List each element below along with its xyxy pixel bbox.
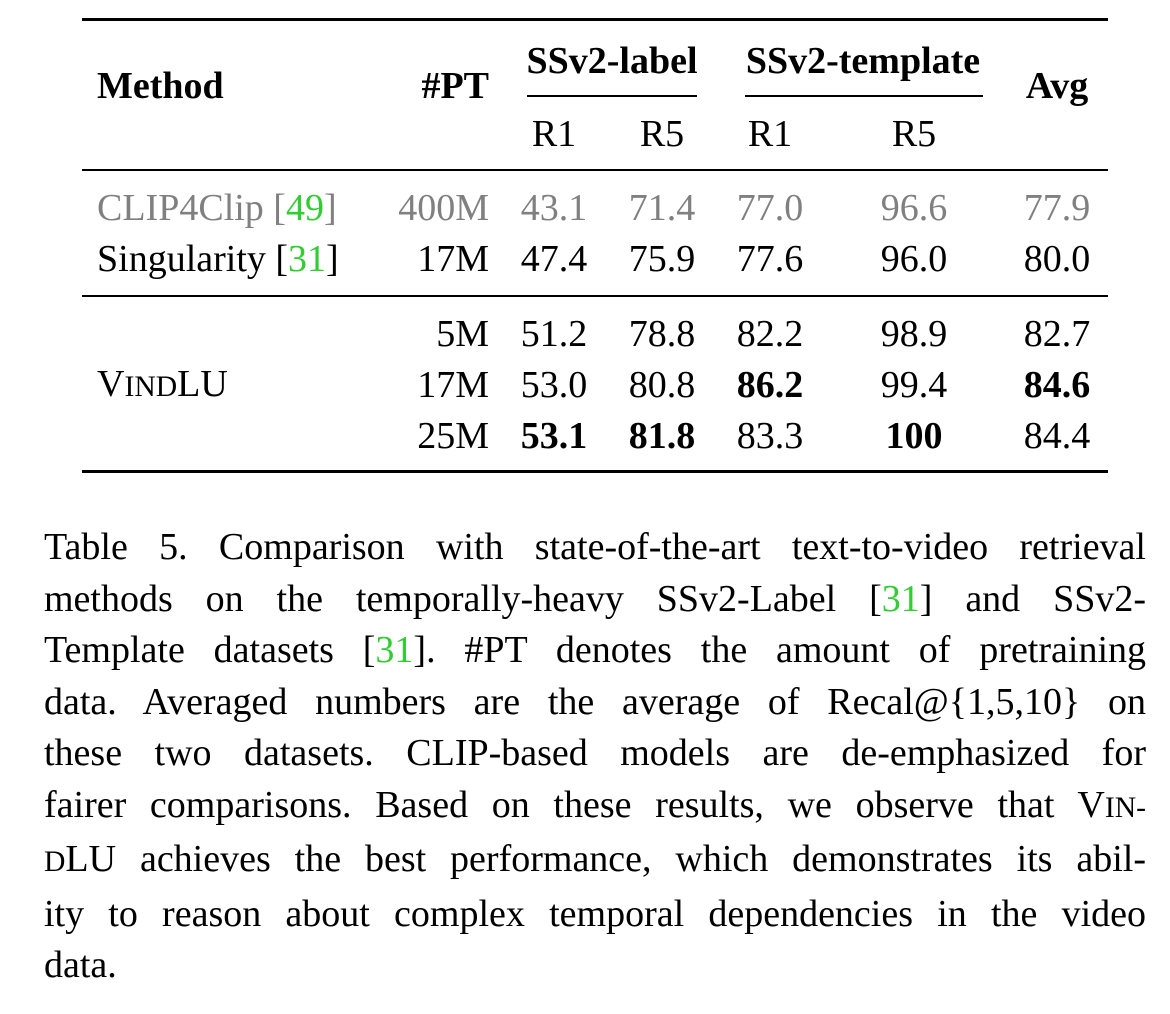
- avg-value: 84.4: [1023, 415, 1091, 457]
- avg-value: 80.0: [1023, 238, 1091, 280]
- method-label: Singularity [: [97, 238, 289, 280]
- citation-bracket: ]: [326, 238, 339, 280]
- template-r5-value: 99.4: [880, 364, 948, 406]
- ssv2-template-underline: [745, 95, 983, 97]
- label-r5-value: 71.4: [628, 187, 696, 229]
- caption-line: Template datasets [31]. #PT denotes the …: [44, 625, 1146, 677]
- table-caption: Table 5. Comparison with state-of-the-ar…: [44, 522, 1146, 992]
- header-avg: Avg: [1025, 65, 1089, 107]
- label-r5-value: 75.9: [628, 238, 696, 280]
- label-r1-value-best: 53.1: [520, 415, 588, 457]
- header-label-r1: R1: [531, 113, 577, 155]
- label-r5-value-best: 81.8: [628, 415, 696, 457]
- template-r5-value: 96.0: [880, 238, 948, 280]
- caption-text: methods on the temporally-heavy SSv2-Lab…: [44, 577, 882, 620]
- label-r5-value: 78.8: [628, 313, 696, 355]
- method-label-smallcaps: IND: [124, 371, 178, 403]
- label-r1-value: 53.0: [520, 364, 588, 406]
- template-r5-value: 96.6: [880, 187, 948, 229]
- pt-value: 17M: [417, 364, 489, 406]
- template-r5-value: 98.9: [880, 313, 948, 355]
- caption-text: ] and SSv2-: [919, 577, 1146, 620]
- header-ssv2-template: SSv2-template: [745, 40, 981, 82]
- citation-link[interactable]: 31: [288, 238, 327, 280]
- template-r5-value-best: 100: [885, 415, 943, 457]
- caption-smallcaps: IN-: [1104, 791, 1146, 824]
- pt-value: 5M: [436, 313, 489, 355]
- caption-line: these two datasets. CLIP-based models ar…: [44, 732, 1146, 774]
- template-r1-value: 77.6: [736, 238, 804, 280]
- header-method: Method: [97, 65, 224, 107]
- label-r1-value: 47.4: [520, 238, 588, 280]
- table-top-rule: [82, 18, 1108, 21]
- caption-text: Template datasets [: [44, 629, 376, 671]
- pt-value: 400M: [398, 187, 489, 229]
- method-name: Singularity [31]: [97, 240, 339, 278]
- caption-line: data.: [44, 944, 117, 986]
- caption-text: LU achieves the best performance, which …: [65, 838, 1146, 880]
- citation-link[interactable]: 49: [285, 187, 324, 229]
- citation-link[interactable]: 31: [375, 629, 414, 671]
- caption-smallcaps: D: [44, 846, 66, 878]
- caption-line: DLU achieves the best performance, which…: [44, 834, 1146, 889]
- caption-line: methods on the temporally-heavy SSv2-Lab…: [44, 574, 1146, 626]
- header-ssv2-label: SSv2-label: [526, 40, 698, 82]
- caption-line: ity to reason about complex temporal dep…: [44, 892, 1146, 935]
- avg-value-best: 84.6: [1023, 364, 1091, 406]
- pt-value: 17M: [417, 238, 489, 280]
- pt-value: 25M: [417, 415, 489, 457]
- header-label-r5: R5: [639, 113, 685, 155]
- citation-link[interactable]: 31: [881, 577, 920, 620]
- caption-line: Table 5. Comparison with state-of-the-ar…: [44, 526, 1146, 568]
- avg-value: 82.7: [1023, 313, 1091, 355]
- method-name: CLIP4Clip [49]: [97, 189, 337, 227]
- citation-bracket: ]: [323, 187, 337, 229]
- header-template-r1: R1: [747, 113, 793, 155]
- method-label-part: LU: [177, 363, 228, 405]
- caption-text: ]. #PT denotes the amount of pretraining: [413, 629, 1146, 671]
- header-separator-rule: [82, 169, 1108, 171]
- method-label-part: V: [97, 363, 125, 405]
- header-pt: #PT: [421, 65, 489, 107]
- caption-line: fairer comparisons. Based on these resul…: [44, 780, 1146, 835]
- header-template-r5: R5: [891, 113, 937, 155]
- method-label: CLIP4Clip [: [97, 187, 286, 229]
- caption-text: fairer comparisons. Based on these resul…: [44, 783, 1105, 826]
- avg-value: 77.9: [1023, 187, 1091, 229]
- table-bottom-rule: [82, 470, 1108, 473]
- template-r1-value: 77.0: [736, 187, 804, 229]
- template-r1-value: 82.2: [736, 313, 804, 355]
- caption-line: data. Averaged numbers are the average o…: [44, 680, 1146, 723]
- group-separator-rule: [82, 295, 1108, 297]
- label-r1-value: 43.1: [520, 187, 588, 229]
- method-name-vindlu: VINDLU: [97, 365, 228, 403]
- template-r1-value-best: 86.2: [736, 364, 804, 406]
- template-r1-value: 83.3: [736, 415, 804, 457]
- ssv2-label-underline: [527, 95, 697, 97]
- label-r1-value: 51.2: [520, 313, 588, 355]
- label-r5-value: 80.8: [628, 364, 696, 406]
